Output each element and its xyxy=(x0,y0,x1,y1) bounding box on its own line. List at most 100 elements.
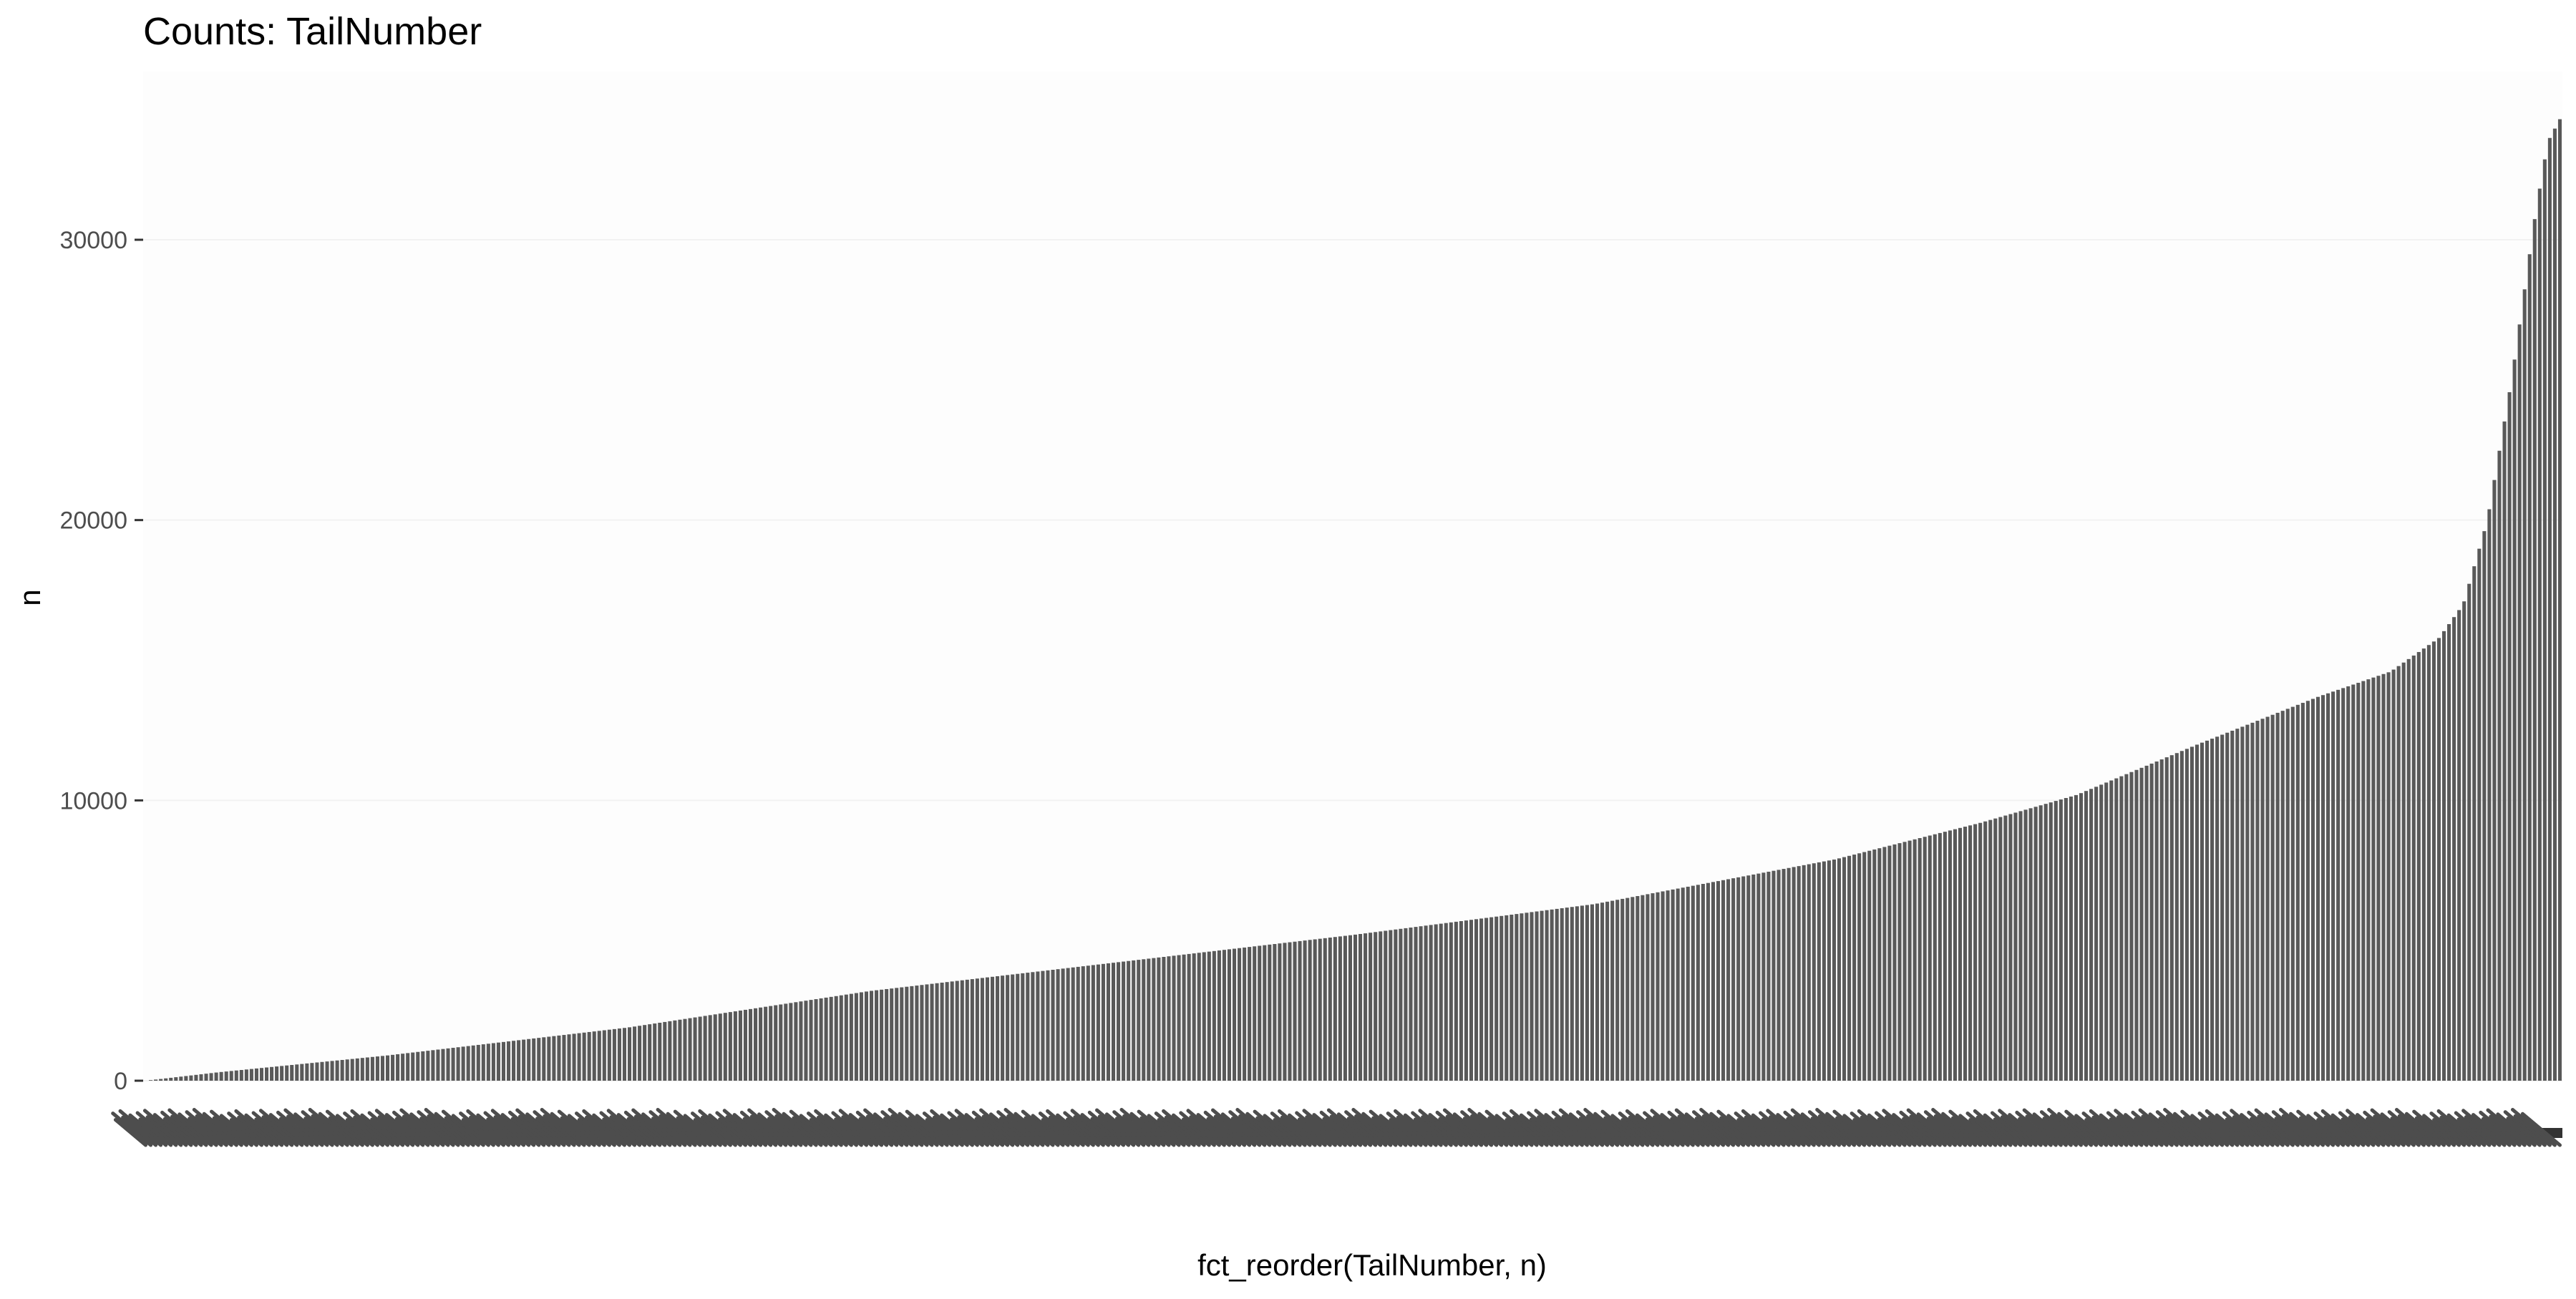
bar xyxy=(910,986,914,1081)
x-tick-label-mark xyxy=(2264,1112,2305,1147)
bar xyxy=(663,1021,667,1081)
bar xyxy=(1243,947,1247,1081)
bar xyxy=(1182,954,1186,1081)
x-tick-label-mark xyxy=(1958,1114,1998,1147)
x-tick-label-mark xyxy=(774,1114,813,1147)
x-tick-label-mark xyxy=(1793,1114,1831,1147)
bar xyxy=(2270,714,2275,1081)
bar xyxy=(1076,966,1080,1081)
x-tick-label-mark xyxy=(1238,1114,1277,1147)
bar xyxy=(567,1034,571,1081)
bar xyxy=(849,993,853,1081)
x-tick-label-mark xyxy=(658,1114,697,1147)
bar xyxy=(693,1017,697,1081)
x-tick-label-mark xyxy=(515,1108,561,1147)
bar xyxy=(2507,392,2512,1081)
x-tick-label-mark xyxy=(1253,1109,1297,1147)
x-tick-label-mark xyxy=(1860,1115,1897,1147)
bar xyxy=(2094,787,2099,1081)
x-tick-label-mark xyxy=(2215,1113,2255,1147)
x-tick-label-mark xyxy=(922,1111,964,1147)
x-tick-label-mark xyxy=(1885,1115,1922,1147)
x-tick-label-mark xyxy=(2503,1110,2547,1147)
x-tick-label-mark xyxy=(1759,1111,1801,1147)
x-tick-label-mark xyxy=(1080,1113,1121,1147)
bar xyxy=(1892,844,1897,1081)
bar xyxy=(426,1051,430,1081)
bar xyxy=(1353,934,1358,1081)
bars-group xyxy=(149,119,2562,1081)
bar xyxy=(2336,689,2341,1081)
x-tick-label-mark xyxy=(1389,1118,1423,1147)
x-tick-label-mark xyxy=(824,1113,863,1147)
x-tick-label-mark xyxy=(1620,1118,1655,1147)
x-tick-label-mark xyxy=(2279,1108,2325,1147)
bar xyxy=(1232,948,1237,1081)
bar xyxy=(280,1066,284,1081)
bar xyxy=(1988,819,1993,1081)
x-tick-label-mark xyxy=(1576,1110,1620,1147)
x-tick-label-mark xyxy=(1825,1111,1867,1147)
x-tick-label-mark xyxy=(461,1118,495,1147)
x-tick-label-mark xyxy=(1941,1111,1983,1147)
x-tick-label-mark xyxy=(873,1112,914,1147)
x-tick-label-mark xyxy=(2106,1111,2149,1147)
x-tick-label-mark xyxy=(742,1116,778,1147)
bar xyxy=(194,1074,198,1081)
x-tick-label-mark xyxy=(1716,1109,1761,1147)
x-tick-label-mark xyxy=(1297,1117,1332,1147)
bar xyxy=(1938,832,1942,1081)
x-tick-label-mark xyxy=(1586,1114,1625,1147)
x-tick-label-mark xyxy=(1670,1116,1705,1147)
bar xyxy=(1061,968,1065,1081)
bar xyxy=(1907,840,1912,1081)
bar xyxy=(1958,827,1963,1081)
x-tick-label-mark xyxy=(2320,1109,2366,1147)
x-tick-label-mark xyxy=(651,1116,687,1147)
bar xyxy=(2320,695,2325,1081)
x-tick-label-mark xyxy=(118,1109,163,1147)
bar xyxy=(2104,782,2109,1081)
bar xyxy=(1656,892,1660,1081)
bar xyxy=(305,1063,309,1081)
x-tick-label-mark xyxy=(2074,1114,2114,1147)
bar xyxy=(920,985,924,1081)
x-tick-label-mark xyxy=(417,1110,460,1147)
x-tick-label-mark xyxy=(486,1117,521,1147)
x-tick-label-mark xyxy=(2366,1116,2401,1147)
bar xyxy=(2391,669,2396,1081)
x-tick-label-mark xyxy=(1063,1111,1105,1147)
bar xyxy=(2492,480,2497,1081)
bar xyxy=(1444,923,1448,1081)
x-tick-label-mark xyxy=(1220,1112,1262,1147)
bar xyxy=(587,1031,591,1081)
bar xyxy=(1923,837,1927,1081)
x-tick-label-mark xyxy=(1892,1113,1932,1147)
bar xyxy=(491,1043,495,1081)
x-tick-label-mark xyxy=(1568,1112,1610,1147)
x-tick-label-mark xyxy=(2089,1109,2134,1147)
bar xyxy=(2467,583,2471,1081)
x-tick-label-mark xyxy=(1418,1109,1463,1147)
x-tick-label-mark xyxy=(1948,1109,1993,1147)
bar xyxy=(2149,763,2154,1081)
bar xyxy=(1812,863,1816,1081)
x-tick-label-mark xyxy=(2274,1116,2310,1147)
x-tick-label-mark xyxy=(2341,1117,2376,1147)
x-tick-label-mark xyxy=(905,1109,949,1147)
bar xyxy=(1288,942,1292,1081)
x-tick-label-mark xyxy=(2047,1108,2094,1147)
x-tick-label-mark xyxy=(145,1115,183,1147)
bar xyxy=(1308,940,1312,1081)
bar xyxy=(864,991,869,1081)
bar xyxy=(1620,898,1625,1081)
bar xyxy=(1157,957,1161,1081)
x-tick-label-mark xyxy=(2141,1114,2179,1147)
x-tick-label-mark xyxy=(1701,1114,1741,1147)
x-tick-label-mark xyxy=(1460,1110,1504,1147)
bar xyxy=(224,1071,228,1081)
bar xyxy=(1132,960,1136,1081)
bar xyxy=(1454,921,1458,1081)
bar xyxy=(1474,919,1479,1081)
x-tick-label-mark xyxy=(308,1108,354,1147)
